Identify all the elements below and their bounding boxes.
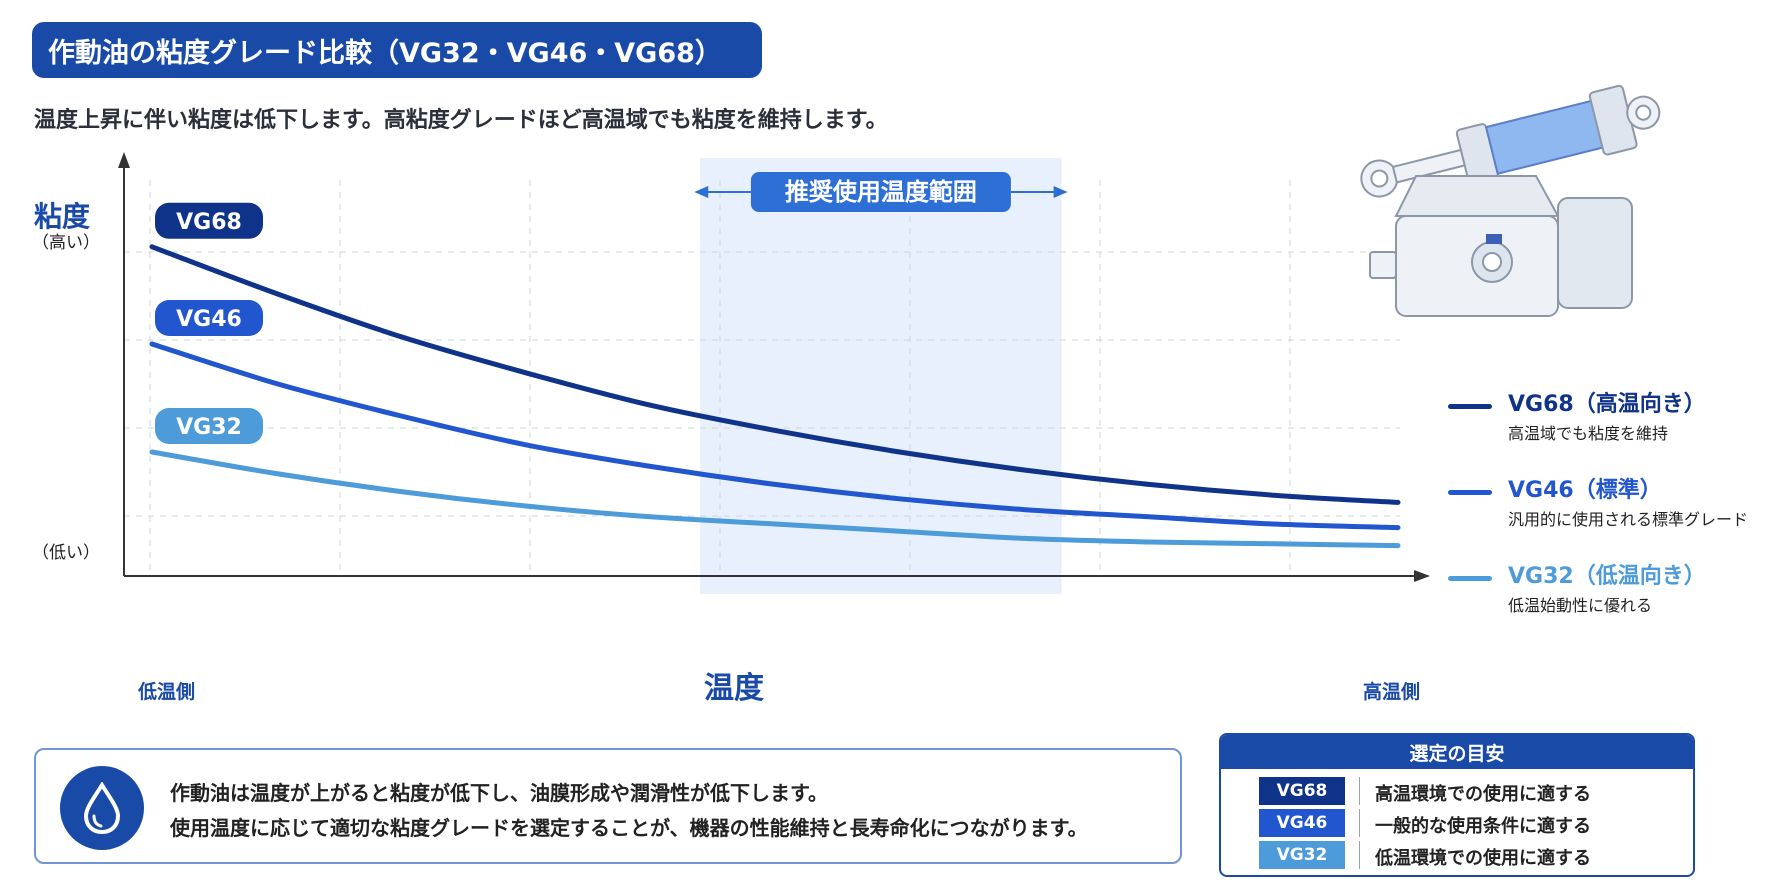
- selection-guide-title: 選定の目安: [1221, 735, 1693, 769]
- series-lines: [149, 244, 1401, 549]
- y-low-label: （低い）: [32, 543, 100, 563]
- oil-drop-icon: [60, 766, 144, 850]
- viscosity-chart: 推奨使用温度範囲 VG68 VG46 VG32 粘度 （高い） （低い） 温度 低温…: [32, 152, 1430, 706]
- arrow-left-icon: [694, 186, 709, 198]
- svg-text:推奨使用温度範囲: 推奨使用温度範囲: [785, 178, 977, 206]
- x-axis-arrow-icon: [1414, 570, 1430, 582]
- legend-swatch: [1448, 404, 1492, 409]
- hydraulic-pump-icon: [1369, 175, 1633, 317]
- note-line-1: 作動油は温度が上がると粘度が低下し、油膜形成や潤滑性が低下します。: [170, 781, 828, 805]
- legend-swatch: [1448, 576, 1492, 581]
- series-tag-vg68: VG68: [155, 202, 263, 239]
- series-tags: VG68 VG46 VG32: [155, 202, 263, 444]
- guide-separator: [1359, 809, 1360, 837]
- legend-desc: 高温域でも粘度を維持: [1508, 424, 1669, 443]
- x-low-label: 低温側: [137, 680, 195, 703]
- page-title: 作動油の粘度グレード比較（VG32・VG46・VG68）: [32, 22, 762, 78]
- info-note: 作動油は温度が上がると粘度が低下し、油膜形成や潤滑性が低下します。 使用温度に応…: [34, 748, 1182, 864]
- selection-guide: 選定の目安 VG68 高温環境での使用に適する VG46 一般的な使用条件に適す…: [1219, 733, 1695, 877]
- y-axis-arrow-icon: [118, 152, 130, 168]
- guide-separator: [1359, 777, 1360, 805]
- recommended-range-label: 推奨使用温度範囲: [694, 172, 1068, 212]
- series-line-vg32: [149, 449, 1401, 549]
- series-line-vg46: [149, 341, 1401, 531]
- legend-name: VG32（低温向き）: [1508, 564, 1706, 589]
- guide-tag: VG68: [1259, 777, 1345, 805]
- arrow-right-icon: [1053, 186, 1068, 198]
- x-high-label: 高温側: [1363, 680, 1420, 703]
- legend-name: VG68（高温向き）: [1508, 392, 1706, 417]
- legend-desc: 汎用的に使用される標準グレード: [1508, 510, 1749, 529]
- page-subtitle: 温度上昇に伴い粘度は低下します。高粘度グレードほど高温域でも粘度を維持します。: [34, 108, 888, 133]
- series-tag-label: VG68: [176, 210, 242, 235]
- y-high-label: （高い）: [32, 233, 100, 253]
- legend-desc: 低温始動性に優れる: [1508, 596, 1653, 615]
- y-axis-label: 粘度: [34, 200, 90, 233]
- series-tag-label: VG32: [176, 415, 242, 440]
- x-axis-label: 温度: [704, 671, 764, 706]
- series-line-vg68: [149, 244, 1401, 505]
- guide-tag: VG32: [1259, 841, 1345, 869]
- guide-text: 一般的な使用条件に適する: [1375, 816, 1591, 837]
- note-line-2: 使用温度に応じて適切な粘度グレードを選定することが、機器の性能維持と長寿命化につ…: [170, 816, 1088, 840]
- series-tag-vg46: VG46: [155, 300, 263, 336]
- hydraulic-cylinder-icon: [1360, 84, 1661, 198]
- series-tag-label: VG46: [176, 307, 242, 332]
- guide-separator: [1359, 841, 1360, 869]
- hydraulic-illustrations: [1360, 84, 1661, 317]
- series-tag-vg32: VG32: [155, 408, 263, 444]
- legend-swatch: [1448, 490, 1492, 495]
- guide-tag: VG46: [1259, 809, 1345, 837]
- guide-text: 低温環境での使用に適する: [1375, 848, 1591, 869]
- legend-name: VG46（標準）: [1508, 478, 1662, 503]
- guide-text: 高温環境での使用に適する: [1375, 784, 1591, 805]
